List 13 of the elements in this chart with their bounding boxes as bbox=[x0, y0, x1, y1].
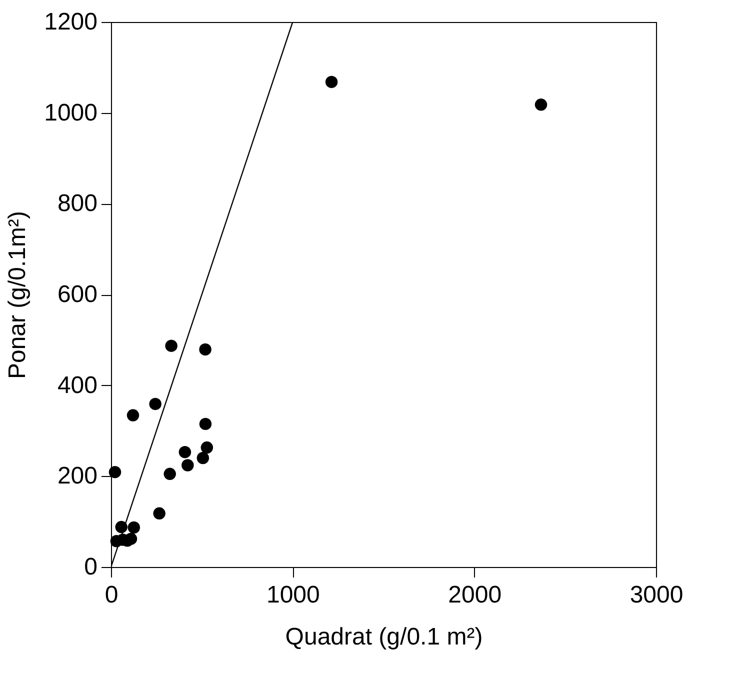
y-tick-label: 800 bbox=[57, 190, 98, 218]
x-tick-label: 2000 bbox=[448, 582, 502, 608]
x-tick-label: 0 bbox=[104, 582, 118, 608]
y-tick-label: 0 bbox=[84, 554, 98, 580]
y-tick-label: 600 bbox=[57, 281, 98, 308]
x-tick-label: 1000 bbox=[266, 582, 320, 608]
y-tick-label: 1000 bbox=[44, 99, 98, 126]
x-tick-label: 3000 bbox=[630, 582, 684, 608]
y-axis-title: Ponar (g/0.1m²) bbox=[4, 210, 32, 380]
x-axis-title: Quadrat (g/0.1 m²) bbox=[285, 624, 483, 650]
y-tick-label: 200 bbox=[57, 462, 98, 490]
y-tick-label: 1200 bbox=[44, 8, 98, 36]
y-tick-label: 400 bbox=[57, 372, 98, 399]
